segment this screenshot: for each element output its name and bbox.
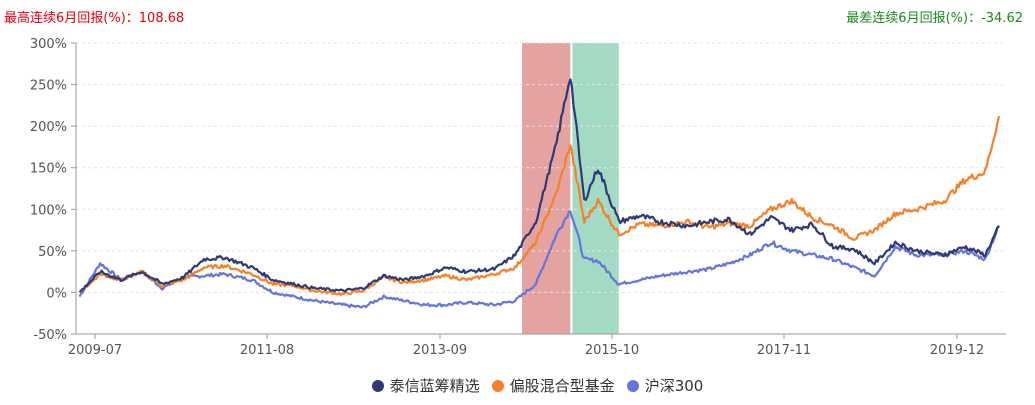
x-tick-label: 2015-10: [585, 343, 639, 358]
min-6m-return-value: -34.62: [981, 11, 1023, 26]
legend-dot-icon: [371, 379, 384, 392]
series-line-fund[interactable]: [78, 78, 1000, 293]
y-tick-label: 50%: [38, 245, 67, 260]
legend-item-fund[interactable]: 泰信蓝筹精选: [371, 375, 480, 396]
legend-label: 偏股混合型基金: [509, 377, 615, 395]
legend-item-index[interactable]: 沪深300: [626, 375, 704, 396]
legend-dot-icon: [626, 379, 639, 392]
series-line-index[interactable]: [78, 210, 1000, 309]
max-6m-return-label: 最高连续6月回报(%)：: [4, 11, 139, 26]
max-6m-return-value: 108.68: [138, 11, 185, 26]
best-6m-band: [521, 43, 571, 334]
min-6m-return-label: 最差连续6月回报(%)：: [846, 11, 982, 26]
y-tick-label: -50%: [33, 328, 67, 343]
min-6m-return: 最差连续6月回报(%)：-34.62: [846, 7, 1023, 26]
y-tick-label: 100%: [30, 203, 67, 218]
series-line-category[interactable]: [78, 115, 1001, 296]
performance-chart[interactable]: 300% 250% 200% 150% 100% 50% 0% -50%2009-07 2011…: [0, 0, 1035, 370]
max-6m-return: 最高连续6月回报(%)：108.68: [4, 7, 184, 26]
x-tick-label: 2013-09: [413, 343, 467, 358]
chart-legend: 泰信蓝筹精选 偏股混合型基金 沪深300: [0, 375, 1035, 396]
legend-item-category[interactable]: 偏股混合型基金: [491, 375, 615, 396]
legend-dot-icon: [491, 379, 504, 392]
x-tick-label: 2017-11: [757, 343, 811, 358]
y-tick-label: 150%: [30, 162, 67, 177]
x-tick-label: 2009-07: [68, 343, 122, 358]
y-tick-label: 0%: [46, 286, 67, 301]
worst-6m-band: [572, 43, 619, 334]
legend-label: 沪深300: [644, 377, 704, 395]
x-tick-label: 2019-12: [930, 343, 984, 358]
y-tick-label: 200%: [30, 120, 67, 135]
y-tick-label: 300%: [30, 37, 67, 52]
legend-label: 泰信蓝筹精选: [389, 377, 480, 395]
y-tick-label: 250%: [30, 79, 67, 94]
x-tick-label: 2011-08: [240, 343, 294, 358]
